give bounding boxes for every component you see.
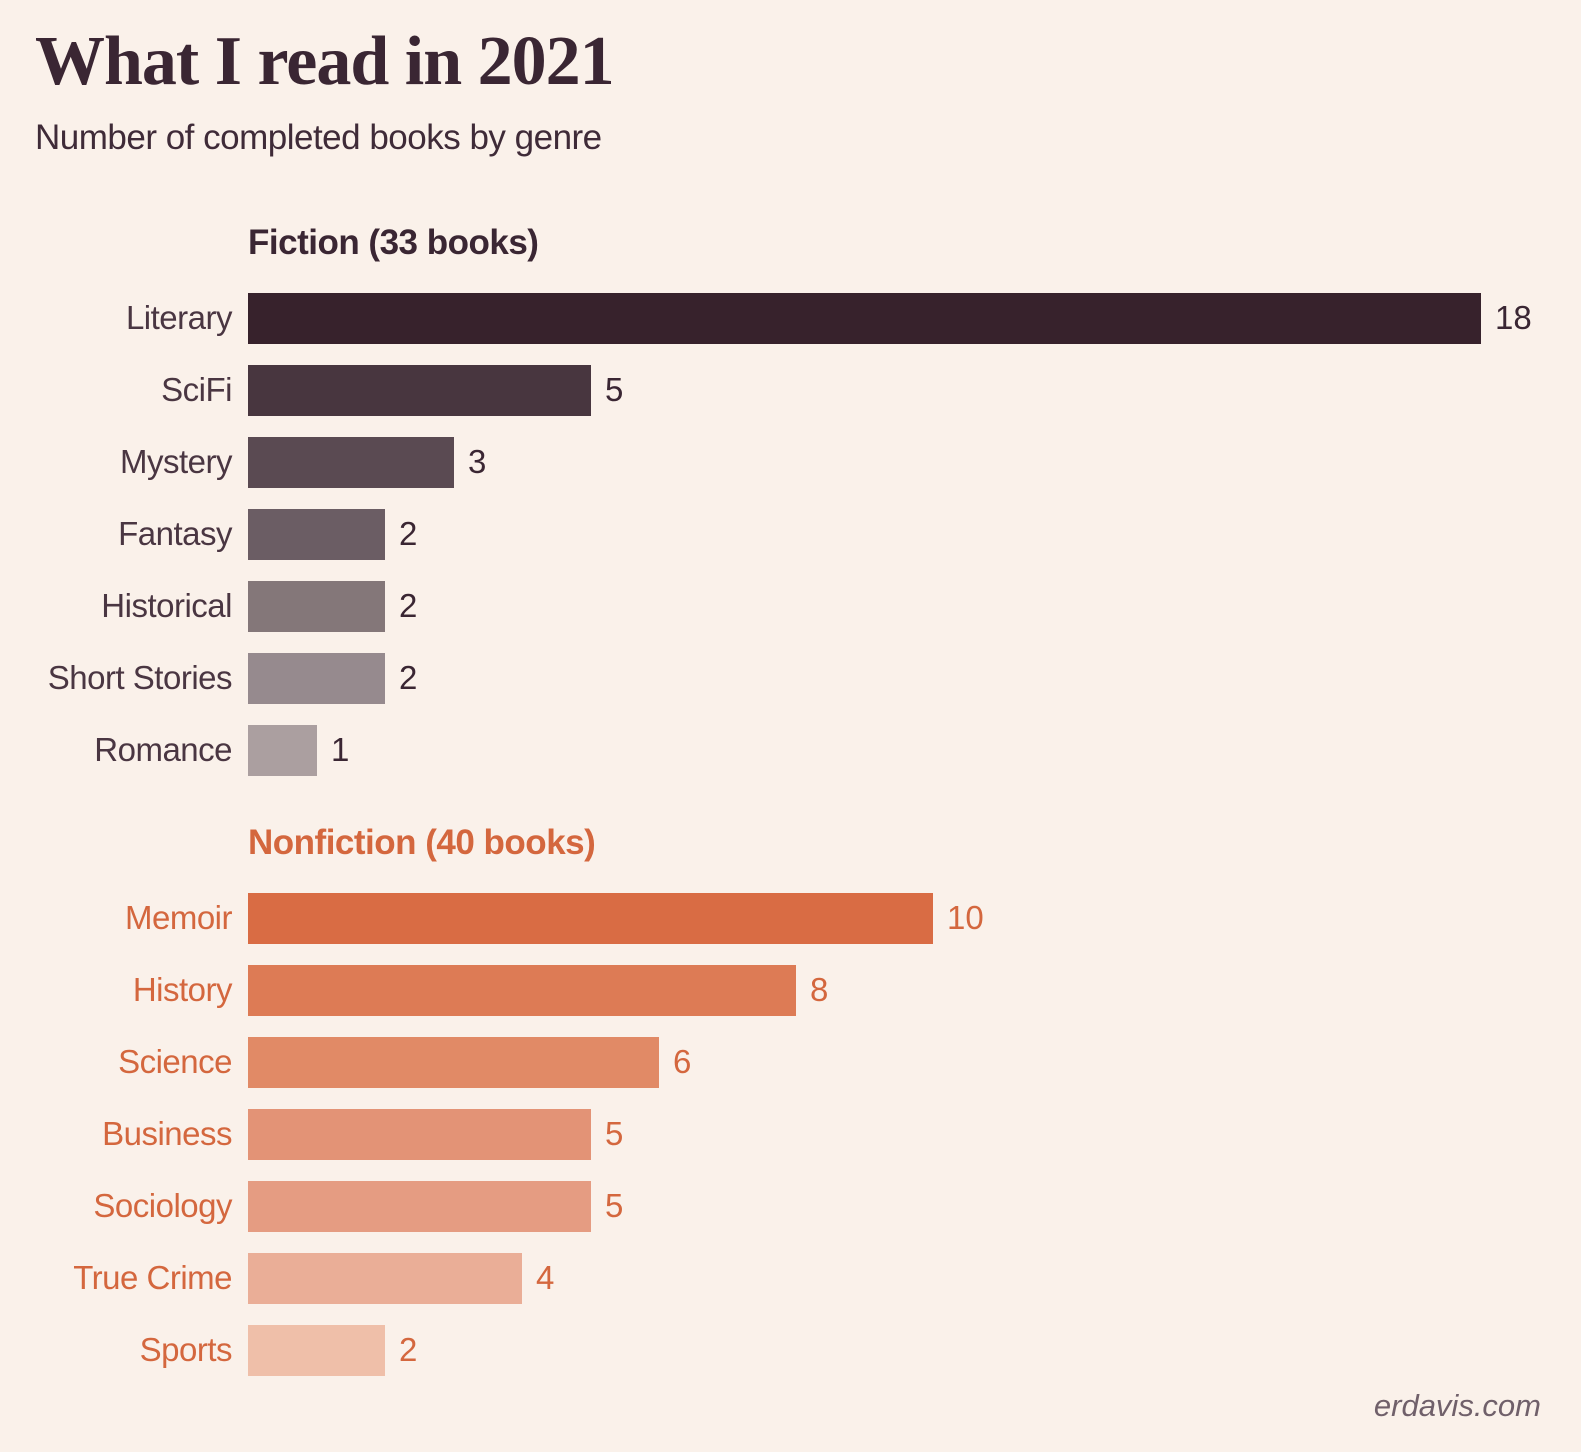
category-label: Mystery bbox=[120, 443, 233, 480]
bar bbox=[248, 292, 1481, 344]
bar-row: Memoir 10 bbox=[0, 882, 1581, 954]
bar bbox=[248, 892, 933, 944]
value-label: 2 bbox=[399, 515, 418, 552]
value-label: 3 bbox=[468, 443, 487, 480]
bar bbox=[248, 1252, 522, 1304]
category-label: History bbox=[132, 971, 233, 1008]
bar-row: History 8 bbox=[0, 954, 1581, 1026]
bar bbox=[248, 964, 796, 1016]
value-label: 4 bbox=[536, 1259, 555, 1296]
bar bbox=[248, 724, 317, 776]
bar-row: Historical 2 bbox=[0, 570, 1581, 642]
nonfiction-section-header: Nonfiction (40 books) bbox=[248, 823, 596, 862]
bar-row: Literary 18 bbox=[0, 282, 1581, 354]
bar-row: Sociology 5 bbox=[0, 1170, 1581, 1242]
chart-subtitle: Number of completed books by genre bbox=[35, 118, 602, 157]
category-label: Literary bbox=[125, 299, 233, 336]
bar-row: Sports 2 bbox=[0, 1314, 1581, 1386]
bar bbox=[248, 436, 454, 488]
category-label: Sports bbox=[139, 1331, 233, 1368]
bar bbox=[248, 1180, 591, 1232]
bar-row: Mystery 3 bbox=[0, 426, 1581, 498]
nonfiction-section: Nonfiction (40 books) Memoir 10 History 8 Sc… bbox=[0, 822, 1581, 1386]
category-label: SciFi bbox=[161, 371, 232, 408]
category-label: True Crime bbox=[73, 1259, 232, 1296]
fiction-section-header: Fiction (33 books) bbox=[248, 223, 539, 262]
value-label: 5 bbox=[605, 1115, 624, 1152]
bar-row: Romance 1 bbox=[0, 714, 1581, 786]
bar bbox=[248, 508, 385, 560]
bar bbox=[248, 1324, 385, 1376]
value-label: 6 bbox=[673, 1043, 692, 1080]
category-label: Historical bbox=[101, 587, 232, 624]
category-label: Sociology bbox=[93, 1187, 232, 1224]
category-label: Romance bbox=[94, 731, 232, 768]
value-label: 5 bbox=[605, 1187, 624, 1224]
value-label: 10 bbox=[947, 899, 984, 936]
value-label: 1 bbox=[331, 731, 350, 768]
fiction-rows: Literary 18 SciFi 5 Mystery 3 Fantasy 2 Historic… bbox=[0, 282, 1581, 786]
footer-credit: erdavis.com bbox=[1373, 1388, 1541, 1423]
category-label: Memoir bbox=[124, 899, 233, 936]
bar bbox=[248, 364, 591, 416]
nonfiction-rows: Memoir 10 History 8 Science 6 Business 5 Sociolo… bbox=[0, 882, 1581, 1386]
category-label: Science bbox=[118, 1043, 232, 1080]
bar-row: Short Stories 2 bbox=[0, 642, 1581, 714]
bar bbox=[248, 1108, 591, 1160]
value-label: 8 bbox=[810, 971, 829, 1008]
chart-title: What I read in 2021 bbox=[35, 23, 615, 100]
category-label: Fantasy bbox=[118, 515, 232, 552]
value-label: 18 bbox=[1495, 299, 1532, 336]
bar-row: Business 5 bbox=[0, 1098, 1581, 1170]
bar bbox=[248, 1036, 659, 1088]
category-label: Business bbox=[102, 1115, 232, 1152]
fiction-section: Fiction (33 books) Literary 18 SciFi 5 Myste… bbox=[0, 222, 1581, 786]
value-label: 2 bbox=[399, 659, 418, 696]
bar-row: True Crime 4 bbox=[0, 1242, 1581, 1314]
bar-row: SciFi 5 bbox=[0, 354, 1581, 426]
bar bbox=[248, 580, 385, 632]
category-label: Short Stories bbox=[47, 659, 233, 696]
bar bbox=[248, 652, 385, 704]
bar-row: Science 6 bbox=[0, 1026, 1581, 1098]
value-label: 5 bbox=[605, 371, 624, 408]
value-label: 2 bbox=[399, 587, 418, 624]
value-label: 2 bbox=[399, 1331, 418, 1368]
bar-row: Fantasy 2 bbox=[0, 498, 1581, 570]
